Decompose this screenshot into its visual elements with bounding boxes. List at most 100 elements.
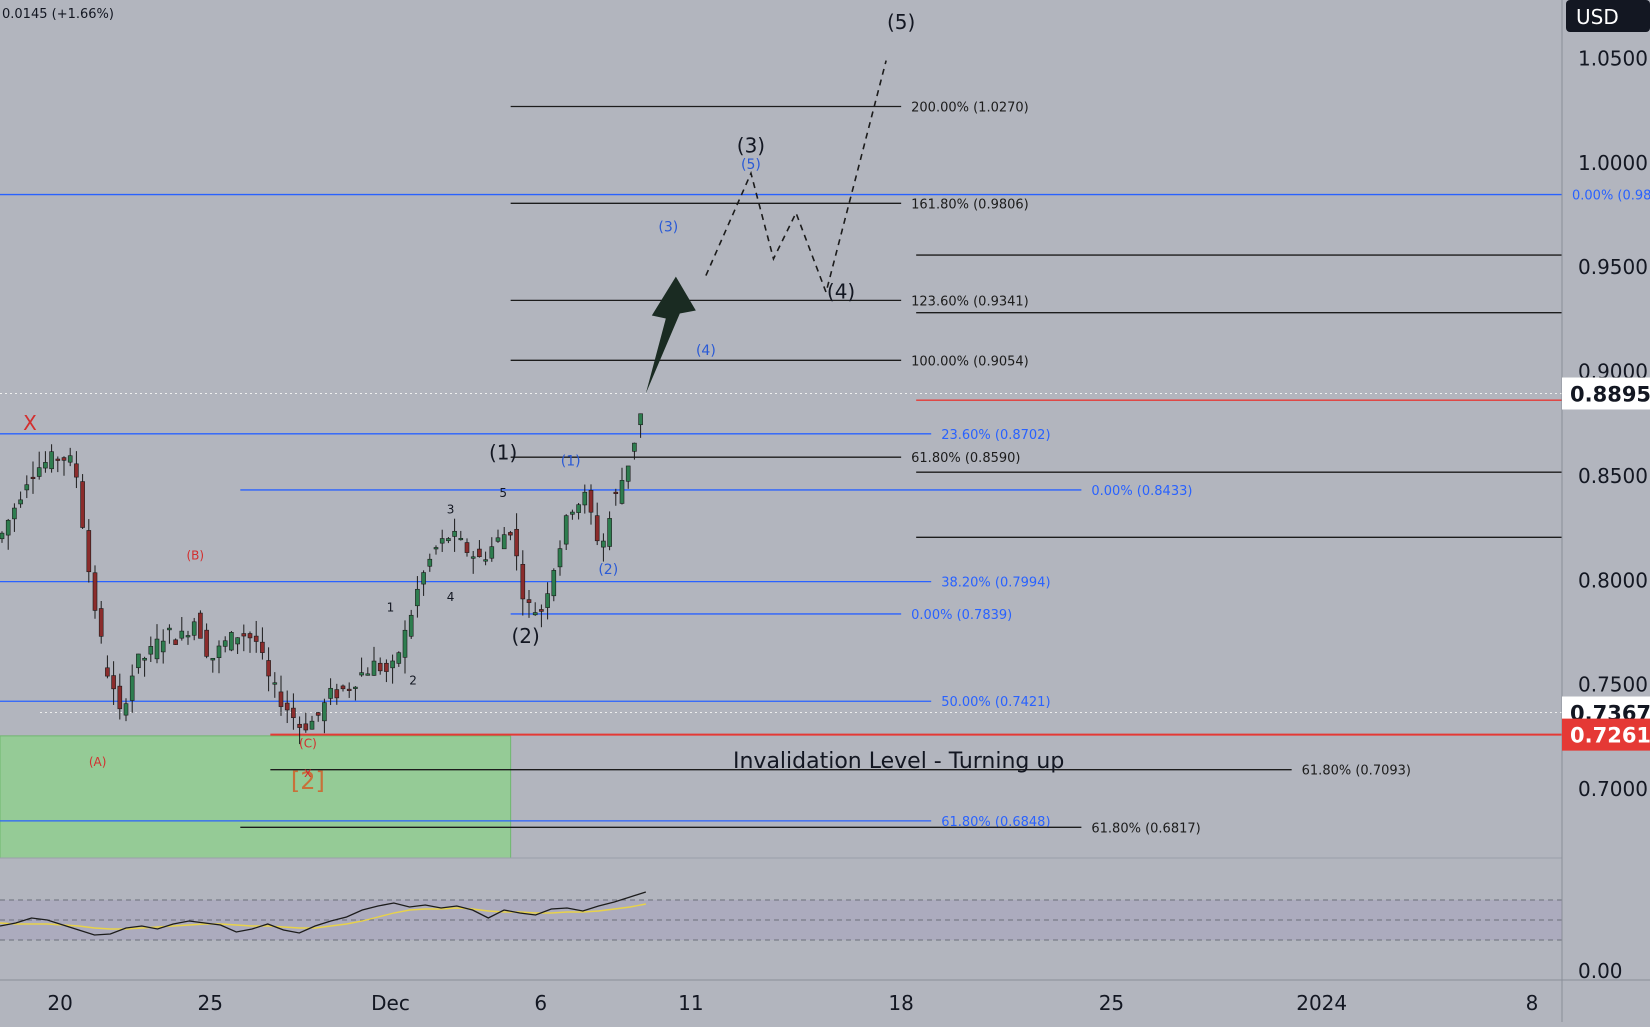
fib-label-9: 38.20% (0.7994) <box>941 576 1050 591</box>
candle-body-99 <box>613 491 619 494</box>
candle-body-63 <box>390 660 395 669</box>
candle-body-28 <box>173 639 178 645</box>
candle-body-60 <box>371 660 377 676</box>
fib-label-4: 61.80% (0.8590) <box>911 451 1020 466</box>
candle-body-98 <box>607 518 612 547</box>
time-tick-8: 8 <box>1526 991 1539 1015</box>
candle-body-86 <box>532 612 538 616</box>
candle-body-1 <box>5 519 11 536</box>
candle-body-42 <box>260 641 265 653</box>
wave-label-6: (2) <box>512 624 540 648</box>
projection-layer <box>645 60 887 394</box>
candle-body-85 <box>526 599 532 603</box>
fib-label-8: 0.00% (0.8433) <box>1091 484 1192 499</box>
candle-body-50 <box>309 720 315 730</box>
support-zone <box>0 735 512 859</box>
fib-label-1: 161.80% (0.9806) <box>911 197 1029 212</box>
candle-body-5 <box>30 476 36 480</box>
candle-body-57 <box>353 686 358 689</box>
candle-body-6 <box>36 467 42 477</box>
rsi-ma-line <box>0 903 646 930</box>
rsi-line <box>0 891 647 936</box>
rsi-layer <box>0 857 1562 941</box>
candle-body-38 <box>235 637 240 645</box>
candle-body-73 <box>452 530 457 537</box>
candle-body-0 <box>0 532 5 540</box>
candle-body-92 <box>570 511 575 515</box>
candle-body-56 <box>346 688 352 691</box>
candle-body-40 <box>247 633 253 639</box>
fib-label-10: 50.00% (0.7421) <box>941 695 1050 710</box>
candle-body-33 <box>204 629 209 657</box>
wave-label-16: (2) <box>598 562 618 578</box>
candle-body-54 <box>334 689 340 699</box>
price-tick-6: 0.7500 <box>1578 673 1648 697</box>
candle-body-61 <box>377 662 383 672</box>
candle-body-78 <box>483 559 488 562</box>
wave-label-9: (5) <box>887 10 915 34</box>
candle-body-66 <box>408 614 414 637</box>
candle-body-41 <box>253 635 259 642</box>
currency-label: USD <box>1576 5 1619 29</box>
time-tick-5: 18 <box>888 991 913 1015</box>
candle-body-87 <box>539 609 544 612</box>
candle-body-30 <box>185 635 191 638</box>
candle-body-21 <box>129 675 135 701</box>
wave-label-18: (4) <box>696 343 716 359</box>
fib-label-13: 61.80% (0.6817) <box>1091 821 1200 836</box>
candle-body-72 <box>446 538 451 542</box>
wave-label-11: 2 <box>409 674 417 688</box>
wave-label-5: (1) <box>489 440 517 464</box>
time-tick-1: 25 <box>198 991 223 1015</box>
candle-body-27 <box>167 627 172 631</box>
candle-body-69 <box>427 558 433 567</box>
candle-body-55 <box>340 685 346 690</box>
candle-body-43 <box>266 660 271 677</box>
candle-body-23 <box>142 657 147 661</box>
candle-body-82 <box>508 532 513 536</box>
candle-body-88 <box>545 593 550 608</box>
projection-path <box>705 60 887 295</box>
candle-body-8 <box>49 451 54 470</box>
candle-body-31 <box>191 621 197 636</box>
candle-body-51 <box>315 712 321 716</box>
candle-body-7 <box>43 462 48 469</box>
price-tag-bg-2 <box>1562 718 1650 751</box>
candle-body-74 <box>458 537 464 541</box>
candle-body-13 <box>80 481 85 528</box>
rsi-band <box>0 900 1562 940</box>
candle-body-4 <box>24 484 30 491</box>
wave-label-7: (3) <box>737 133 765 157</box>
fib-label-2: 123.60% (0.9341) <box>911 294 1029 309</box>
time-tick-6: 25 <box>1099 991 1124 1015</box>
price-tick-1: 1.0000 <box>1578 151 1648 175</box>
candle-body-9 <box>55 458 61 461</box>
currency-badge[interactable]: USD <box>1566 0 1650 32</box>
candle-body-2 <box>12 507 17 520</box>
candle-body-36 <box>222 640 228 647</box>
fib-label-12: 61.80% (0.7093) <box>1302 764 1411 779</box>
wave-x-mark: x <box>304 766 312 781</box>
candle-body-67 <box>415 588 420 607</box>
candle-body-96 <box>594 515 600 542</box>
candle-body-90 <box>557 548 563 568</box>
candle-body-80 <box>495 537 501 542</box>
wave-label-0: X <box>23 411 37 435</box>
candle-body-77 <box>477 548 482 558</box>
candle-body-68 <box>421 572 426 585</box>
wave-label-3: (C) <box>299 736 317 750</box>
candles-layer <box>0 413 643 745</box>
candle-body-46 <box>284 702 290 711</box>
wave-label-4: [2] <box>291 767 325 795</box>
candle-body-10 <box>61 457 67 461</box>
candle-body-89 <box>551 570 557 597</box>
wave-label-13: 4 <box>447 590 455 604</box>
candle-body-17 <box>105 667 110 677</box>
price-tick-7: 0.7000 <box>1578 777 1648 801</box>
price-tag-0: 0.8895 <box>1570 383 1650 407</box>
candle-body-79 <box>489 546 495 559</box>
candle-body-26 <box>160 640 166 653</box>
wave-label-8: (4) <box>827 280 855 304</box>
